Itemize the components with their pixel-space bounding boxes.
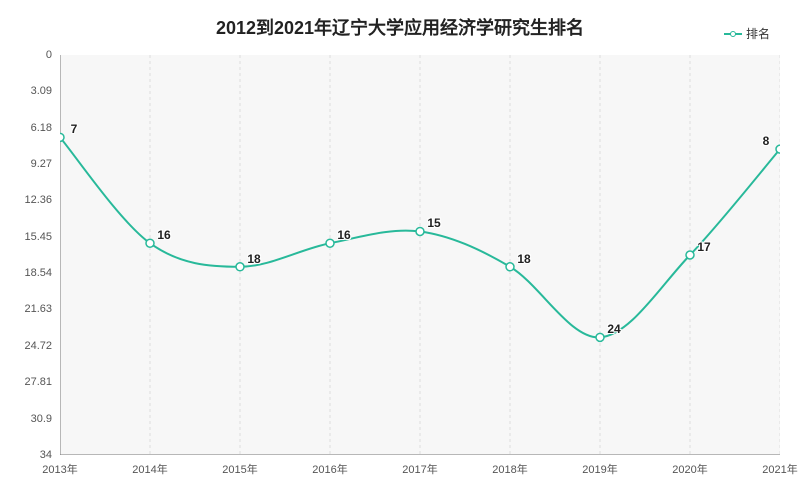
y-tick-label: 12.36 <box>24 194 60 206</box>
legend: 排名 <box>724 25 770 42</box>
chart-container: 2012到2021年辽宁大学应用经济学研究生排名 排名 03.096.189.2… <box>0 0 800 500</box>
y-tick-label: 27.81 <box>24 376 60 388</box>
y-tick-label: 0 <box>46 49 60 61</box>
y-tick-label: 18.54 <box>24 267 60 279</box>
x-tick-label: 2014年 <box>132 455 167 477</box>
data-label: 16 <box>337 228 350 242</box>
data-label: 18 <box>247 252 260 266</box>
data-label: 8 <box>763 134 770 148</box>
legend-dot <box>730 31 736 37</box>
x-tick-label: 2016年 <box>312 455 347 477</box>
data-label: 16 <box>157 228 170 242</box>
x-tick-label: 2013年 <box>42 455 77 477</box>
x-tick-label: 2020年 <box>672 455 707 477</box>
data-label: 18 <box>517 252 530 266</box>
legend-marker <box>724 30 742 38</box>
x-tick-label: 2021年 <box>762 455 797 477</box>
series-marker <box>686 251 694 259</box>
x-tick-label: 2015年 <box>222 455 257 477</box>
legend-label: 排名 <box>746 25 770 42</box>
x-tick-label: 2017年 <box>402 455 437 477</box>
series-marker <box>236 263 244 271</box>
data-label: 7 <box>71 122 78 136</box>
y-tick-label: 30.9 <box>31 413 60 425</box>
series-marker <box>146 239 154 247</box>
y-tick-label: 15.45 <box>24 231 60 243</box>
y-tick-label: 3.09 <box>31 85 60 97</box>
x-tick-label: 2018年 <box>492 455 527 477</box>
data-label: 24 <box>607 322 620 336</box>
data-label: 15 <box>427 216 440 230</box>
plot-svg <box>60 55 780 455</box>
y-tick-label: 24.72 <box>24 340 60 352</box>
y-tick-label: 6.18 <box>31 122 60 134</box>
series-marker <box>416 227 424 235</box>
y-tick-label: 9.27 <box>31 158 60 170</box>
y-tick-label: 21.63 <box>24 303 60 315</box>
plot-area: 03.096.189.2712.3615.4518.5421.6324.7227… <box>60 55 780 455</box>
series-marker <box>506 263 514 271</box>
chart-title: 2012到2021年辽宁大学应用经济学研究生排名 <box>216 14 584 40</box>
series-marker <box>776 145 780 153</box>
data-label: 17 <box>697 240 710 254</box>
series-marker <box>60 133 64 141</box>
x-tick-label: 2019年 <box>582 455 617 477</box>
series-marker <box>326 239 334 247</box>
series-marker <box>596 333 604 341</box>
